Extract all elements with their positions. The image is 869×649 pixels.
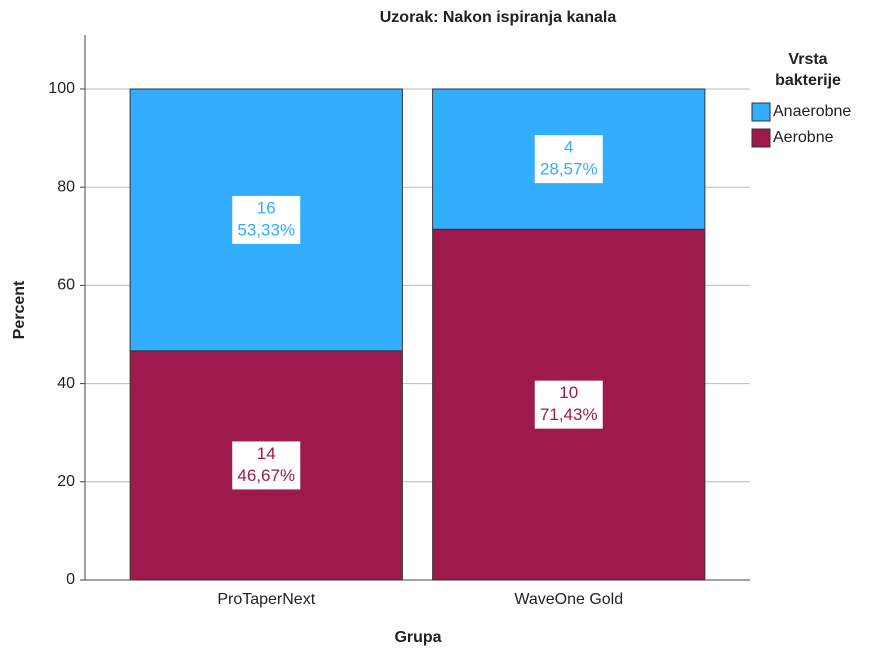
- value-label: 71,43%: [540, 405, 598, 424]
- legend-swatch: [751, 102, 771, 122]
- chart-title: Uzorak: Nakon ispiranja kanala: [380, 9, 617, 26]
- count-label: 10: [559, 383, 578, 402]
- y-tick-label: 80: [57, 178, 75, 195]
- y-tick-label: 20: [57, 473, 75, 490]
- count-label: 14: [257, 444, 276, 463]
- value-label-box: [232, 441, 301, 490]
- x-tick-label: WaveOne Gold: [514, 591, 623, 608]
- y-axis-label: Percent: [11, 280, 28, 339]
- y-tick-label: 40: [57, 375, 75, 392]
- y-tick-label: 0: [66, 571, 75, 588]
- legend-title: Vrsta: [788, 51, 827, 68]
- value-label: 46,67%: [237, 466, 295, 485]
- count-label: 4: [564, 138, 573, 157]
- count-label: 16: [257, 198, 276, 217]
- x-axis-label: Grupa: [394, 629, 441, 646]
- y-tick-label: 60: [57, 277, 75, 294]
- legend-label: Anaerobne: [773, 103, 851, 120]
- x-tick-label: ProTaperNext: [217, 591, 315, 608]
- value-label-box: [232, 195, 301, 244]
- legend-label: Aerobne: [773, 129, 834, 146]
- value-label-box: [534, 380, 603, 429]
- value-label: 28,57%: [540, 160, 598, 179]
- legend-swatch: [751, 128, 771, 148]
- y-tick-label: 100: [48, 80, 75, 97]
- value-label: 53,33%: [237, 220, 295, 239]
- legend-title: bakterije: [775, 72, 841, 89]
- value-label-box: [534, 135, 603, 184]
